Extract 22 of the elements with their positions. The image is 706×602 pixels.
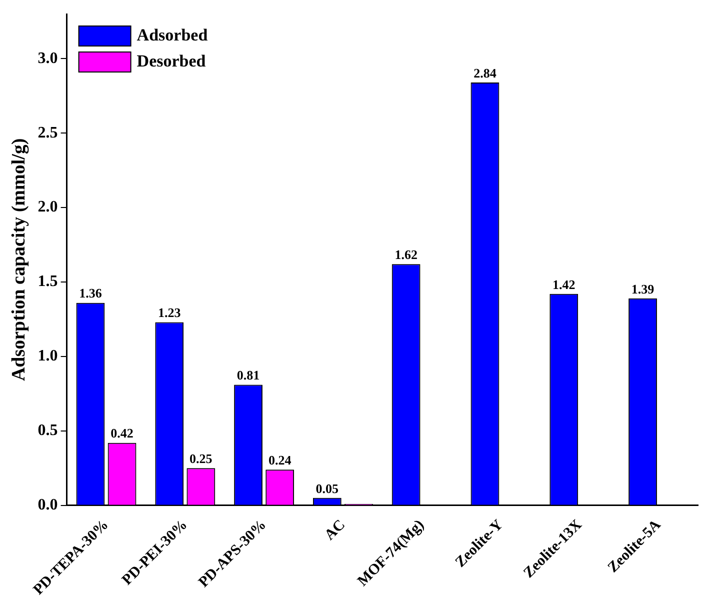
- data-label: 1.42: [552, 276, 576, 292]
- y-tick-label: 2.5: [38, 124, 58, 142]
- y-tick-label: 1.0: [38, 348, 58, 365]
- data-label: 0.81: [236, 368, 260, 383]
- data-label: 1.62: [394, 247, 418, 262]
- data-label: 0.42: [110, 426, 134, 441]
- y-tick-label: 2.0: [38, 198, 58, 216]
- data-label: 1.36: [79, 286, 102, 301]
- legend-label: Desorbed: [136, 51, 206, 70]
- x-tick-label: AC: [322, 516, 349, 544]
- data-label: 0.24: [268, 452, 292, 468]
- y-tick-label: 1.5: [38, 273, 58, 290]
- data-label: 2.84: [474, 65, 497, 80]
- y-axis-title: Adsorption capacity (mmol/g): [8, 138, 30, 382]
- data-label: 1.39: [631, 281, 655, 296]
- data-label: 1.23: [158, 305, 182, 320]
- data-label: 0.05: [316, 480, 340, 496]
- y-tick-label: 0.5: [38, 422, 58, 440]
- legend-label: Adsorbed: [136, 25, 208, 44]
- data-label: 0.25: [190, 450, 213, 466]
- y-tick-label: 0.0: [38, 496, 58, 514]
- y-tick-label: 3.0: [38, 50, 58, 67]
